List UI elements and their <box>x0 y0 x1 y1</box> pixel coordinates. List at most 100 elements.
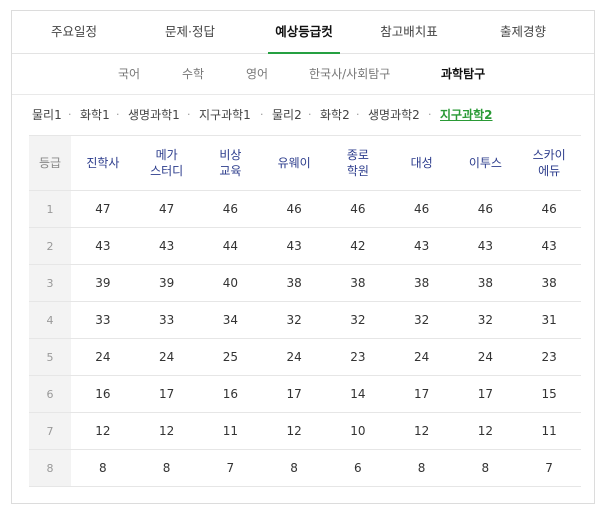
subject-separator: · <box>116 108 120 121</box>
table-row: 5 24 24 25 24 23 24 24 23 <box>29 338 581 376</box>
score-cell: 38 <box>389 264 454 302</box>
score-cell: 38 <box>326 264 390 302</box>
score-cell: 32 <box>389 301 454 339</box>
subject-earth-science1[interactable]: 지구과학1 <box>199 108 251 122</box>
column-header-line: 교육 <box>219 164 242 178</box>
subnav-math[interactable]: 수학 <box>182 67 205 81</box>
score-cell: 8 <box>134 449 199 487</box>
grade-cell: 1 <box>29 190 71 228</box>
main-tabs: 주요일정 문제·정답 예상등급컷 참고배치표 출제경향 <box>12 11 594 54</box>
score-cell: 16 <box>71 375 135 413</box>
score-cell: 43 <box>134 227 199 265</box>
column-header-line: 메가 <box>155 148 178 162</box>
score-cell: 31 <box>517 301 581 339</box>
score-cell: 32 <box>262 301 326 339</box>
score-cell: 38 <box>453 264 518 302</box>
score-cell: 24 <box>453 338 518 376</box>
column-header-line: 학원 <box>346 164 369 178</box>
score-cell: 46 <box>517 190 581 228</box>
subnav-korean[interactable]: 국어 <box>118 67 141 81</box>
column-header-line: 대성 <box>410 156 433 170</box>
score-cell: 46 <box>326 190 390 228</box>
table-body: 1 47 47 46 46 46 46 46 46 2 43 43 44 43 42 43 43 43 3 39 39 4… <box>29 190 581 487</box>
score-cell: 8 <box>453 449 518 487</box>
column-header-line: 유웨이 <box>277 156 311 170</box>
score-cell: 46 <box>453 190 518 228</box>
score-cell: 14 <box>326 375 390 413</box>
grade-cut-table: 등급 진학사 메가 스터디 비상 교육 유웨이 종로 학원 대성 이투스 스카이 에듀 1 47 47 46… <box>29 135 581 487</box>
score-cell: 42 <box>326 227 390 265</box>
tab-schedule[interactable]: 주요일정 <box>50 24 97 39</box>
score-cell: 33 <box>134 301 199 339</box>
subject-separator: · <box>428 108 432 121</box>
tab-questions-answers[interactable]: 문제·정답 <box>165 24 215 39</box>
column-header-line: 스터디 <box>150 164 184 178</box>
score-cell: 38 <box>262 264 326 302</box>
grade-cell: 5 <box>29 338 71 376</box>
score-cell: 32 <box>326 301 390 339</box>
score-cell: 12 <box>134 412 199 450</box>
score-cell: 47 <box>134 190 199 228</box>
score-cell: 24 <box>134 338 199 376</box>
subnav-korean-history-social[interactable]: 한국사/사회탐구 <box>309 67 391 81</box>
score-cell: 38 <box>517 264 581 302</box>
score-cell: 16 <box>198 375 263 413</box>
score-cell: 12 <box>262 412 326 450</box>
subject-chemistry2[interactable]: 화학2 <box>320 108 350 122</box>
subject-separator: · <box>187 108 191 121</box>
grade-cell: 2 <box>29 227 71 265</box>
subnav-science[interactable]: 과학탐구 <box>441 67 486 81</box>
column-header-provider: 진학사 <box>71 135 135 191</box>
grade-cell: 6 <box>29 375 71 413</box>
score-cell: 15 <box>517 375 581 413</box>
score-cell: 12 <box>389 412 454 450</box>
score-cell: 17 <box>262 375 326 413</box>
column-header-provider: 대성 <box>389 135 454 191</box>
subject-life-science2[interactable]: 생명과학2 <box>368 108 420 122</box>
score-cell: 23 <box>517 338 581 376</box>
subject-physics2[interactable]: 물리2 <box>272 108 302 122</box>
score-cell: 12 <box>71 412 135 450</box>
column-header-line: 스카이 <box>532 148 566 162</box>
table-row: 6 16 17 16 17 14 17 17 15 <box>29 375 581 413</box>
grade-cell: 7 <box>29 412 71 450</box>
grade-cell: 3 <box>29 264 71 302</box>
column-header-line: 에듀 <box>538 164 561 178</box>
score-cell: 39 <box>134 264 199 302</box>
score-cell: 43 <box>71 227 135 265</box>
score-cell: 43 <box>389 227 454 265</box>
subject-physics1[interactable]: 물리1 <box>32 108 62 122</box>
tab-placement-table[interactable]: 참고배치표 <box>380 24 438 39</box>
column-header-provider: 비상 교육 <box>198 135 263 191</box>
column-header-provider: 유웨이 <box>262 135 326 191</box>
table-row: 1 47 47 46 46 46 46 46 46 <box>29 190 581 228</box>
score-cell: 43 <box>517 227 581 265</box>
score-cell: 46 <box>389 190 454 228</box>
score-cell: 11 <box>517 412 581 450</box>
score-cell: 17 <box>453 375 518 413</box>
score-cell: 7 <box>517 449 581 487</box>
score-cell: 40 <box>198 264 263 302</box>
subject-chemistry1[interactable]: 화학1 <box>80 108 110 122</box>
tab-grade-cut[interactable]: 예상등급컷 <box>268 11 340 54</box>
tab-exam-trend[interactable]: 출제경향 <box>499 24 546 39</box>
score-cell: 12 <box>453 412 518 450</box>
subject-separator: · <box>356 108 360 121</box>
table-row: 3 39 39 40 38 38 38 38 38 <box>29 264 581 302</box>
table-row: 7 12 12 11 12 10 12 12 11 <box>29 412 581 450</box>
score-cell: 10 <box>326 412 390 450</box>
subnav-english[interactable]: 영어 <box>246 67 269 81</box>
column-header-line: 진학사 <box>86 156 120 170</box>
subject-life-science1[interactable]: 생명과학1 <box>128 108 180 122</box>
table-row: 2 43 43 44 43 42 43 43 43 <box>29 227 581 265</box>
score-cell: 17 <box>389 375 454 413</box>
grade-column-header: 등급 <box>29 135 71 191</box>
table-header-row: 등급 진학사 메가 스터디 비상 교육 유웨이 종로 학원 대성 이투스 스카이 에듀 <box>29 135 581 191</box>
column-header-line: 종로 <box>346 148 369 162</box>
score-cell: 46 <box>198 190 263 228</box>
subject-earth-science2[interactable]: 지구과학2 <box>440 108 493 122</box>
